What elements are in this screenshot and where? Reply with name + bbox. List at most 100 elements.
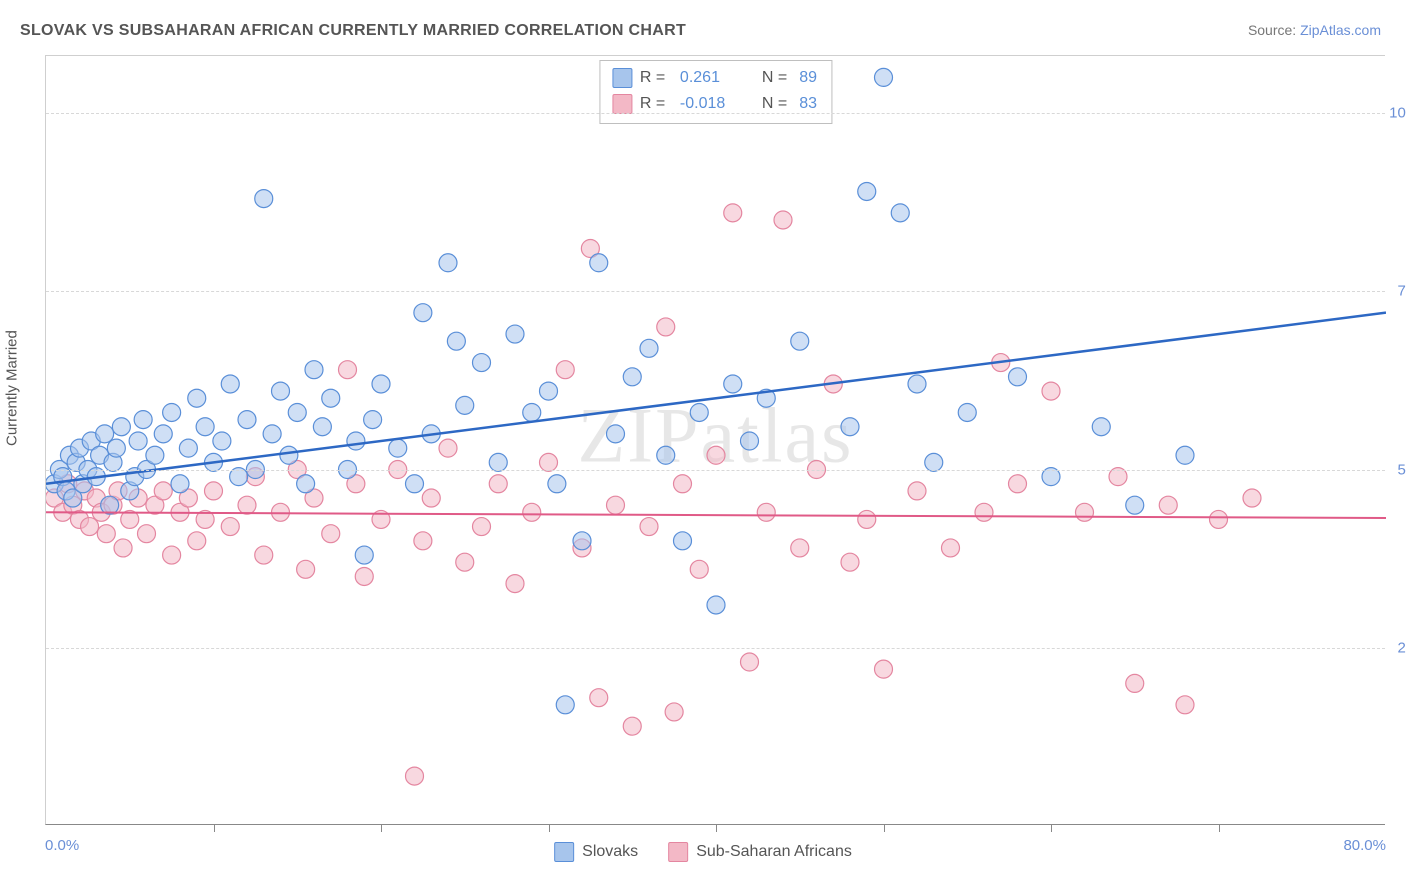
y-tick-label: 25.0%: [1397, 639, 1406, 656]
data-point: [196, 418, 214, 436]
legend-label-series1: Slovaks: [582, 843, 638, 861]
data-point: [523, 503, 541, 521]
data-point: [607, 496, 625, 514]
data-point: [305, 361, 323, 379]
scatter-plot-svg: [46, 56, 1386, 826]
x-tick: [381, 824, 382, 832]
data-point: [238, 496, 256, 514]
data-point: [791, 539, 809, 557]
n-value-series1: 89: [799, 65, 817, 91]
chart-title: SLOVAK VS SUBSAHARAN AFRICAN CURRENTLY M…: [20, 22, 686, 40]
legend-item-series2: Sub-Saharan Africans: [668, 842, 852, 862]
bottom-legend: Slovaks Sub-Saharan Africans: [554, 842, 852, 862]
data-point: [146, 446, 164, 464]
data-point: [1210, 510, 1228, 528]
data-point: [489, 475, 507, 493]
data-point: [456, 396, 474, 414]
data-point: [406, 475, 424, 493]
data-point: [97, 525, 115, 543]
source-label: Source:: [1248, 22, 1296, 38]
data-point: [272, 382, 290, 400]
data-point: [114, 539, 132, 557]
data-point: [607, 425, 625, 443]
data-point: [134, 411, 152, 429]
data-point: [322, 525, 340, 543]
data-point: [724, 204, 742, 222]
data-point: [1126, 674, 1144, 692]
data-point: [389, 439, 407, 457]
data-point: [447, 332, 465, 350]
data-point: [347, 432, 365, 450]
source-link[interactable]: ZipAtlas.com: [1300, 22, 1381, 38]
x-tick: [549, 824, 550, 832]
data-point: [473, 354, 491, 372]
data-point: [841, 418, 859, 436]
data-point: [590, 689, 608, 707]
data-point: [255, 190, 273, 208]
data-point: [1092, 418, 1110, 436]
data-point: [707, 596, 725, 614]
data-point: [958, 403, 976, 421]
grid-line: [46, 113, 1385, 114]
grid-line: [46, 648, 1385, 649]
data-point: [1076, 503, 1094, 521]
data-point: [473, 518, 491, 536]
x-tick: [884, 824, 885, 832]
data-point: [774, 211, 792, 229]
stats-row-series1: R = 0.261 N = 89: [612, 65, 817, 91]
data-point: [297, 475, 315, 493]
data-point: [741, 432, 759, 450]
x-tick: [214, 824, 215, 832]
data-point: [1176, 446, 1194, 464]
data-point: [96, 425, 114, 443]
data-point: [456, 553, 474, 571]
legend-label-series2: Sub-Saharan Africans: [696, 843, 852, 861]
data-point: [439, 439, 457, 457]
data-point: [179, 439, 197, 457]
data-point: [908, 482, 926, 500]
data-point: [674, 532, 692, 550]
data-point: [523, 403, 541, 421]
data-point: [556, 361, 574, 379]
data-point: [188, 532, 206, 550]
data-point: [322, 389, 340, 407]
data-point: [171, 475, 189, 493]
data-point: [414, 304, 432, 322]
swatch-series2: [612, 94, 632, 114]
data-point: [1176, 696, 1194, 714]
y-tick-label: 100.0%: [1389, 105, 1406, 122]
stats-legend-box: R = 0.261 N = 89 R = -0.018 N = 83: [599, 60, 832, 124]
data-point: [101, 496, 119, 514]
data-point: [858, 510, 876, 528]
data-point: [280, 446, 298, 464]
data-point: [640, 518, 658, 536]
data-point: [288, 403, 306, 421]
data-point: [548, 475, 566, 493]
data-point: [908, 375, 926, 393]
data-point: [665, 703, 683, 721]
data-point: [355, 546, 373, 564]
data-point: [163, 546, 181, 564]
data-point: [154, 482, 172, 500]
swatch-series1: [554, 842, 574, 862]
data-point: [263, 425, 281, 443]
grid-line: [46, 470, 1385, 471]
data-point: [221, 375, 239, 393]
data-point: [506, 325, 524, 343]
data-point: [107, 439, 125, 457]
data-point: [724, 375, 742, 393]
data-point: [414, 532, 432, 550]
data-point: [556, 696, 574, 714]
plot-area: ZIPatlas R = 0.261 N = 89 R = -0.018 N =…: [45, 55, 1385, 825]
y-tick-label: 50.0%: [1397, 461, 1406, 478]
x-tick: [1051, 824, 1052, 832]
data-point: [221, 518, 239, 536]
data-point: [540, 382, 558, 400]
x-axis-min-label: 0.0%: [45, 837, 79, 854]
data-point: [875, 68, 893, 86]
y-tick-label: 75.0%: [1397, 283, 1406, 300]
data-point: [590, 254, 608, 272]
data-point: [875, 660, 893, 678]
data-point: [364, 411, 382, 429]
data-point: [238, 411, 256, 429]
